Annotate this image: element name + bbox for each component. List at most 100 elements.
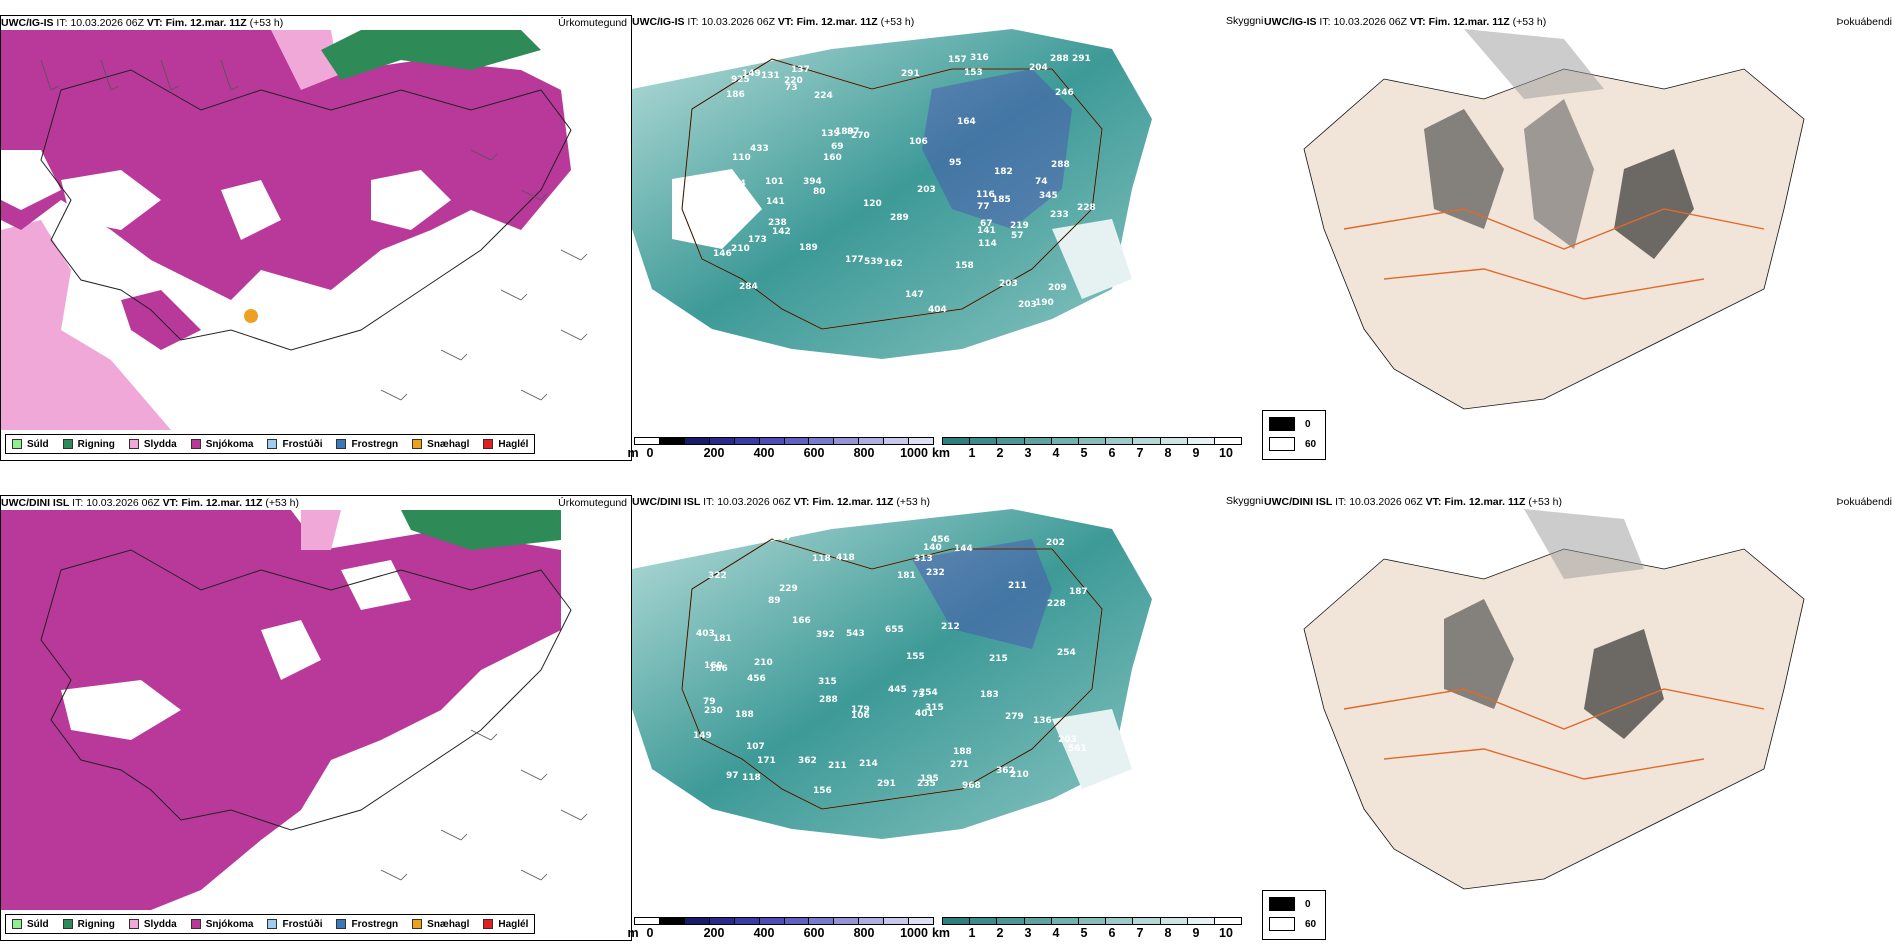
cloud-base-value: 288 [1050, 54, 1069, 64]
sleet-area [301, 510, 341, 550]
cloud-base-value: 166 [792, 616, 811, 626]
precip-type-panel-bottom: UWC/DINI ISL IT: 10.03.2026 06Z VT: Fim.… [0, 495, 632, 941]
cloud-base-value: 215 [989, 654, 1008, 664]
cloud-base-value: 74 [1035, 177, 1048, 187]
cloud-base-value: 456 [747, 674, 766, 684]
cloud-base-value: 254 [1057, 648, 1076, 658]
cloud-base-value: 235 [917, 779, 936, 789]
cloud-base-value: 456 [931, 535, 950, 545]
cloud-base-value: 210 [1010, 770, 1029, 780]
cloud-base-value: 392 [816, 630, 835, 640]
cloud-base-value: 114 [978, 239, 997, 249]
cloud-base-values: 77 345 284 137 270 203 210 153 139 404 186 574 925 20… [713, 53, 1096, 315]
cloud-base-value: 316 [970, 53, 989, 63]
precip-legend: Súld Rigning Slydda Snjókoma Frostúði Fr… [5, 434, 536, 454]
cloud-base-value: 968 [962, 781, 981, 791]
cloud-base-value: 362 [996, 766, 1015, 776]
legend-item: Frostúði [267, 919, 322, 930]
cloud-base-value: 313 [914, 554, 933, 564]
cloud-base-value: 85 [733, 188, 746, 198]
colorbar-strip [634, 437, 934, 445]
cloud-base-value: 107 [746, 742, 765, 752]
legend-item: Haglél [483, 439, 528, 450]
cloud-base-value: 97 [726, 771, 739, 781]
cloud-base-panel-bottom: UWC/DINI ISL IT: 10.03.2026 06Z VT: Fim.… [627, 495, 1272, 941]
cloud-base-value: 574 [727, 179, 746, 189]
cloud-base-value: 87 [847, 127, 860, 137]
cloud-base-value: 188 [735, 710, 754, 720]
cloud-base-value: 925 [731, 75, 750, 85]
cloud-base-value: 207 [773, 533, 792, 543]
legend-item: Rigning [62, 919, 115, 930]
cloud-base-value: 186 [726, 90, 745, 100]
cloud-base-value: 171 [757, 756, 776, 766]
cloud-base-value: 118 [742, 773, 761, 783]
fog-index-panel-bottom: UWC/DINI ISL IT: 10.03.2026 06Z VT: Fim.… [1264, 495, 1900, 941]
cloud-base-value: 288 [1051, 160, 1070, 170]
sky-legend: 0 60 [1262, 890, 1326, 940]
cloud-base-value: 181 [713, 634, 732, 644]
cloud-base-value: 155 [906, 652, 925, 662]
cloud-base-value: 230 [704, 706, 723, 716]
cloud-base-value: 284 [739, 282, 758, 292]
fog-index-panel-top: UWC/IG-IS IT: 10.03.2026 06Z VT: Fim. 12… [1264, 15, 1900, 461]
panel-kind-label: Þokuábendi [1836, 496, 1892, 508]
cloud-base-value: 141 [766, 197, 785, 207]
cloud-base-value: 189 [835, 127, 854, 137]
cloud-base-value: 289 [890, 213, 909, 223]
legend-item: Snjókoma [190, 439, 253, 450]
panel-header: UWC/IG-IS IT: 10.03.2026 06Z VT: Fim. 12… [632, 16, 915, 28]
cloud-base-value: 315 [818, 677, 837, 687]
cloud-base-value: 173 [748, 235, 767, 245]
cloud-base-value: 156 [813, 786, 832, 796]
cloud-base-value: 153 [964, 68, 983, 78]
colorbar-labels: km 1 2 3 4 5 6 7 8 9 10 [931, 926, 1233, 940]
panel-header: UWC/IG-IS IT: 10.03.2026 06Z VT: Fim. 12… [1, 17, 284, 29]
wind-barbs [40, 59, 588, 401]
legend-item: Frostregn [336, 919, 398, 930]
cloud-base-value: 183 [980, 690, 999, 700]
cloud-base-value: 291 [877, 779, 896, 789]
colorbar-labels: m 0 200 400 600 800 1000 [627, 446, 928, 460]
cloud-base-value: 315 [925, 703, 944, 713]
cloud-base-map: 77 345 284 137 270 203 210 153 139 404 186 574 925 20… [632, 29, 1152, 359]
colorbar-strip [634, 917, 934, 925]
cloud-base-value: 67 [980, 219, 993, 229]
fog-index-map [1303, 509, 1805, 890]
cloud-base-value: 73 [912, 690, 925, 700]
cloud-base-value: 106 [909, 137, 928, 147]
cloud-base-panel-top: UWC/IG-IS IT: 10.03.2026 06Z VT: Fim. 12… [627, 15, 1272, 461]
cloud-base-value: 137 [791, 65, 810, 75]
cloud-cover-field [632, 509, 1152, 839]
fog-index-map [1303, 29, 1805, 410]
cloud-base-value: 162 [884, 259, 903, 269]
legend-item: Slydda [128, 439, 177, 450]
cloud-base-value: 116 [976, 190, 995, 200]
cloud-base-colorbar: m 0 200 400 600 800 1000 [627, 917, 934, 940]
cloud-base-value: 214 [859, 759, 878, 769]
cloud-base-value: 238 [768, 218, 787, 228]
cloud-base-value: 561 [1068, 744, 1087, 754]
rain-area [401, 510, 561, 550]
cloud-base-value: 228 [1077, 203, 1096, 213]
legend-item: Frostúði [267, 439, 322, 450]
legend-item: Súld [12, 439, 49, 450]
cloud-base-value: 291 [1072, 54, 1091, 64]
cloud-base-value: 362 [798, 756, 817, 766]
cloud-base-value: 433 [750, 144, 769, 154]
cloud-base-value: 271 [950, 760, 969, 770]
cloud-base-value: 345 [1039, 191, 1058, 201]
cloud-base-value: 211 [828, 761, 847, 771]
cloud-base-value: 210 [731, 244, 750, 254]
legend-item: Snæhagl [412, 919, 469, 930]
cloud-base-value: 254 [919, 688, 938, 698]
panel-kind-label: Þokuábendi [1836, 16, 1892, 28]
cloud-base-value: 149 [742, 69, 761, 79]
cloud-base-value: 157 [948, 55, 967, 65]
legend-item: Slydda [128, 919, 177, 930]
cloud-cover-colorbar: km 1 2 3 4 5 6 7 8 9 10 [931, 917, 1242, 940]
cloud-base-value: 185 [992, 195, 1011, 205]
cloud-base-value: 95 [949, 158, 962, 168]
